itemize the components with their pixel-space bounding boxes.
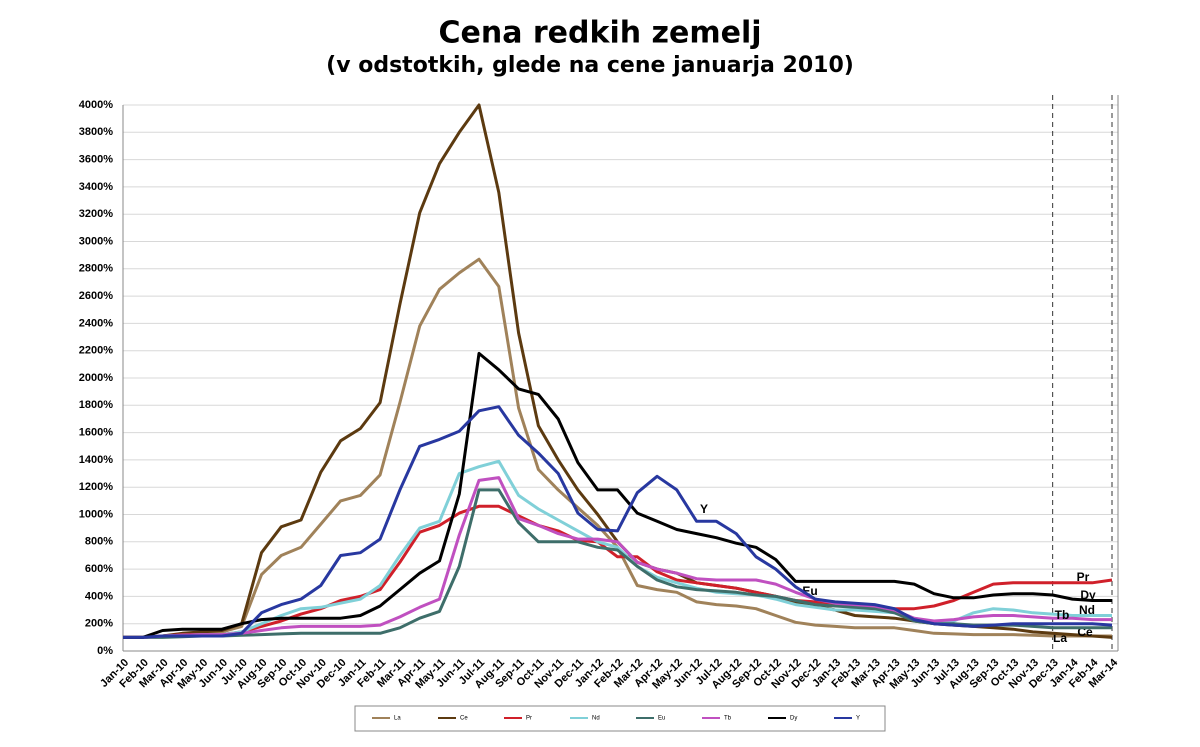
y-tick-label: 200%: [85, 618, 113, 630]
y-tick-label: 400%: [85, 590, 113, 602]
series-annotation: Pr: [1077, 570, 1090, 584]
legend-label: Pr: [526, 716, 532, 722]
series-line: [123, 405, 1113, 639]
legend-label: Eu: [658, 716, 665, 722]
legend-label: Tb: [724, 716, 732, 722]
y-tick-label: 600%: [85, 563, 113, 575]
y-tick-label: 3200%: [79, 208, 113, 220]
y-tick-label: 3000%: [79, 235, 113, 247]
y-tick-label: 800%: [85, 536, 113, 548]
y-tick-label: 1200%: [79, 481, 113, 493]
y-tick-label: 3600%: [79, 154, 113, 166]
legend-label: Y: [856, 716, 860, 722]
y-tick-label: 3800%: [79, 126, 113, 138]
y-tick-label: 4000%: [79, 99, 113, 111]
y-tick-label: 1400%: [79, 454, 113, 466]
chart-title: Cena redkih zemelj: [438, 16, 761, 51]
series-annotation: Nd: [1079, 603, 1095, 617]
legend-label: Nd: [592, 716, 600, 722]
y-tick-label: 3400%: [79, 181, 113, 193]
y-tick-label: 2000%: [79, 372, 113, 384]
y-tick-label: 2800%: [79, 263, 113, 275]
y-tick-label: 0%: [97, 645, 113, 657]
series-annotation: Y: [700, 502, 708, 516]
y-tick-label: 1800%: [79, 399, 113, 411]
y-tick-label: 2600%: [79, 290, 113, 302]
series-annotation: Dy: [1080, 588, 1096, 602]
chart-subtitle: (v odstotkih, glede na cene januarja 201…: [326, 53, 854, 78]
series-annotation: Tb: [1055, 608, 1070, 622]
y-tick-label: 1600%: [79, 427, 113, 439]
series-line: [123, 476, 1112, 639]
y-tick-label: 2400%: [79, 317, 113, 329]
y-tick-label: 1000%: [79, 508, 113, 520]
legend-label: La: [394, 716, 401, 722]
legend-box: [354, 705, 886, 732]
series-line: [123, 257, 1112, 639]
legend-label: Ce: [460, 716, 468, 722]
y-tick-label: 2200%: [79, 345, 113, 357]
legend-label: Dy: [790, 716, 797, 722]
series-line: [123, 351, 1112, 639]
